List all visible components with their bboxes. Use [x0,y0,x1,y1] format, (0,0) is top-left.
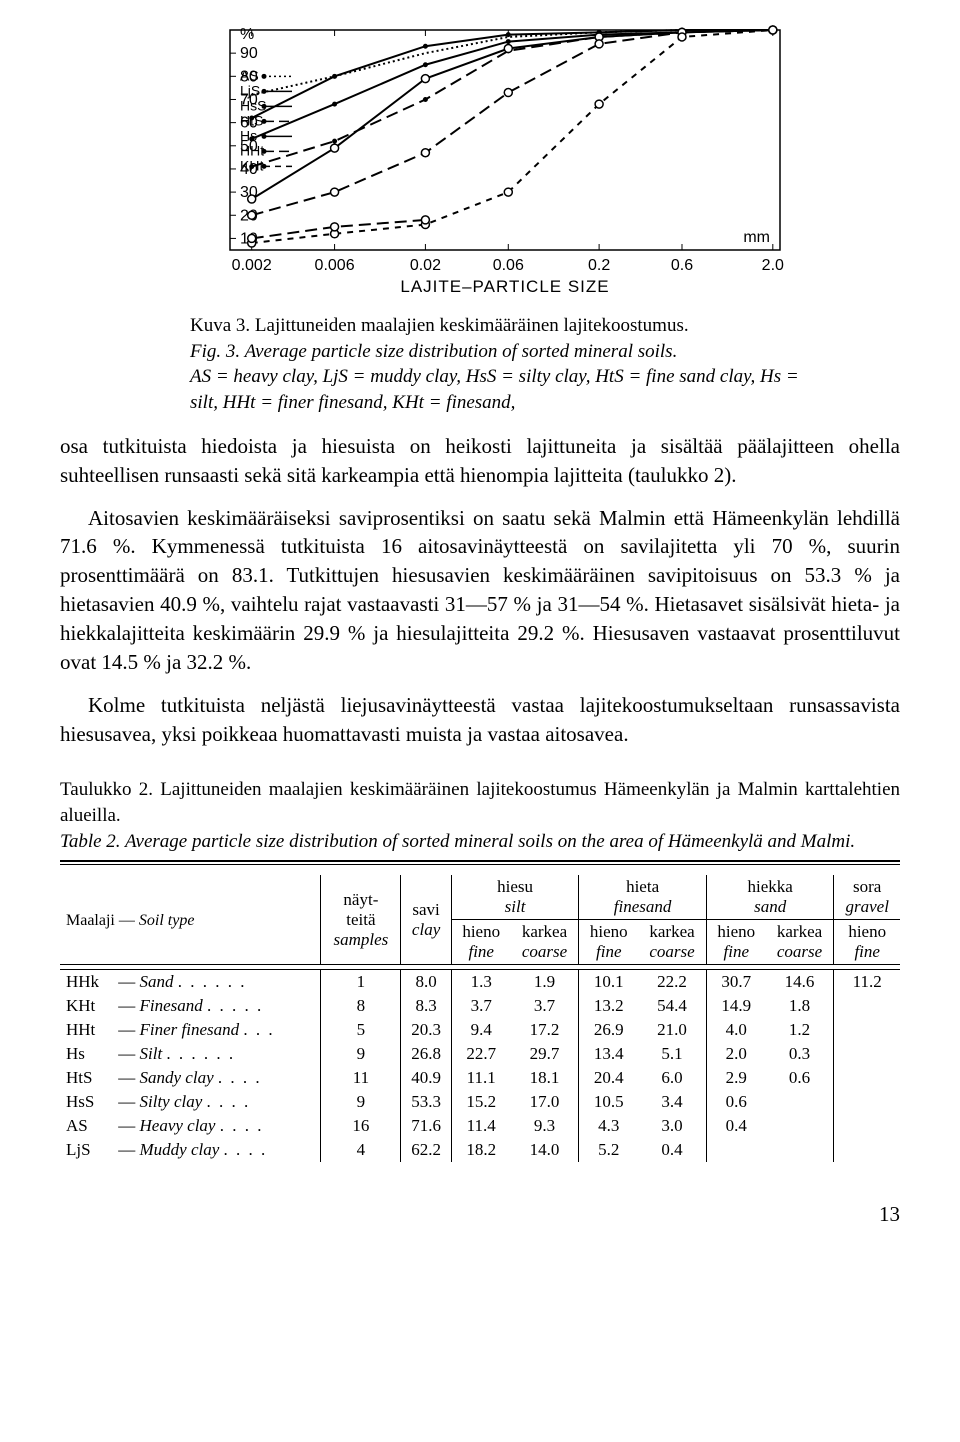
taulukko-label: Taulukko 2. [60,779,153,800]
taulukko-text: Lajittuneiden maalajien keskimääräinen l… [60,779,900,826]
paragraph-2: Aitosavien keskimääräiseksi saviprosenti… [60,504,900,678]
svg-text:0.006: 0.006 [315,257,355,274]
svg-text:LjS: LjS [240,82,260,98]
svg-text:0.6: 0.6 [671,257,693,274]
paragraph-1: osa tutkituista hiedoista ja hiesuista o… [60,432,900,490]
table-row: KHt — Finesand . . . . . 88.33.73.713.25… [60,994,900,1018]
svg-text:0.06: 0.06 [493,257,524,274]
svg-text:0.2: 0.2 [588,257,610,274]
chart-svg: 102030405060708090%0.0020.0060.020.060.2… [150,20,810,300]
table-row: HHt — Finer finesand . . . 520.39.417.22… [60,1018,900,1042]
table-row: HsS — Silty clay . . . . 953.315.217.010… [60,1090,900,1114]
paragraph-3: Kolme tutkituista neljästä liejusavinäyt… [60,691,900,749]
svg-text:0.002: 0.002 [232,257,272,274]
table-row: Hs — Silt . . . . . . 926.822.729.713.45… [60,1042,900,1066]
svg-text:LAJITE–PARTICLE SIZE: LAJITE–PARTICLE SIZE [400,277,609,296]
table-caption: Taulukko 2. Lajittuneiden maalajien kesk… [60,777,900,854]
kuva-text: Lajittuneiden maalajien keskimääräinen l… [255,315,689,336]
table-row: AS — Heavy clay . . . . 1671.611.49.34.3… [60,1114,900,1138]
fig-label: Fig. 3. [190,341,240,362]
page-number: 13 [60,1202,900,1227]
table-en-text: Average particle size distribution of so… [125,831,855,852]
svg-text:Hs: Hs [240,127,257,143]
table-en-label: Table 2. [60,831,121,852]
svg-text:90: 90 [240,45,258,62]
table-row: LjS — Muddy clay . . . . 462.218.214.05.… [60,1138,900,1162]
table-row: HtS — Sandy clay . . . . 1140.911.118.12… [60,1066,900,1090]
particle-table: Maalaji — Soil typenäyt-teitäsamplessavi… [60,875,900,1162]
kuva-label: Kuva 3. [190,315,250,336]
particle-size-chart: 102030405060708090%0.0020.0060.020.060.2… [150,20,810,416]
svg-text:mm: mm [743,229,770,246]
svg-text:2.0: 2.0 [762,257,784,274]
svg-text:AS: AS [240,67,259,83]
legend-key: AS = heavy clay, LjS = muddy clay, HsS =… [190,364,810,415]
svg-text:HHt: HHt [240,142,264,158]
chart-caption: Kuva 3. Lajittuneiden maalajien keskimää… [190,313,810,416]
fig-text: Average particle size distribution of so… [245,341,678,362]
table-row: HHk — Sand . . . . . . 18.01.31.910.122.… [60,970,900,995]
svg-text:0.02: 0.02 [410,257,441,274]
